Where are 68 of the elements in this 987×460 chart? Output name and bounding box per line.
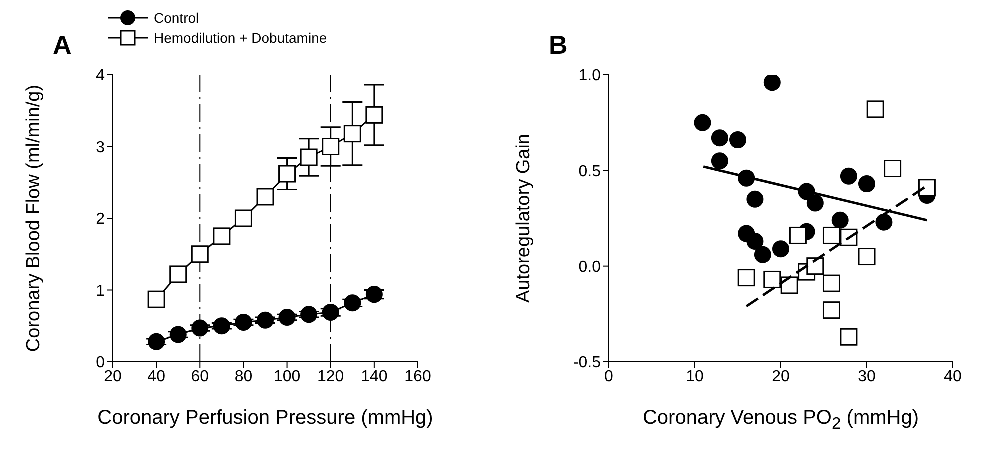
point xyxy=(278,165,296,183)
x-axis-title: Coronary Perfusion Pressure (mmHg) xyxy=(98,407,434,430)
y-tick-label: 0.5 xyxy=(578,163,602,180)
y-tick-label: 1 xyxy=(96,282,106,300)
point xyxy=(730,132,746,149)
x-tick-label: 30 xyxy=(858,368,876,386)
point xyxy=(746,190,764,208)
point xyxy=(344,125,362,143)
point xyxy=(876,214,893,231)
y-tick-label: 0 xyxy=(96,354,106,372)
point xyxy=(780,276,798,294)
point xyxy=(858,248,876,266)
point xyxy=(832,212,849,229)
y-axis-title: Autoregulatory Gain xyxy=(514,134,535,303)
point xyxy=(170,266,188,284)
point xyxy=(322,138,340,156)
point xyxy=(213,228,231,246)
legend-label: Control xyxy=(154,10,200,26)
x-tick-label: 20 xyxy=(772,368,790,386)
point xyxy=(840,328,858,346)
point xyxy=(738,269,756,287)
x-tick-label: 80 xyxy=(234,368,253,386)
x-tick-label: 120 xyxy=(318,368,344,386)
text: B xyxy=(549,30,568,61)
legend-label: Hemodilution + Dobutamine xyxy=(154,30,328,46)
point xyxy=(789,226,807,244)
point xyxy=(918,179,936,197)
point xyxy=(191,246,209,264)
x-tick-label: 40 xyxy=(944,368,962,386)
x-tick-label: 100 xyxy=(274,368,301,386)
x-tick-label: 40 xyxy=(148,368,166,386)
x-tick-label: 160 xyxy=(404,368,432,386)
point xyxy=(764,270,782,288)
x-tick-label: 140 xyxy=(361,368,388,386)
point xyxy=(822,274,840,292)
point xyxy=(772,240,790,258)
point xyxy=(694,114,712,132)
point xyxy=(858,176,876,193)
y-tick-label: -0.5 xyxy=(573,354,602,372)
x-tick-label: 60 xyxy=(191,368,210,386)
point xyxy=(256,188,274,206)
point xyxy=(148,290,166,308)
point xyxy=(764,75,781,92)
x-axis-title: Coronary Venous PO$_{2}$ (mmHg) xyxy=(642,407,920,434)
y-axis-title: Coronary Blood Flow (ml/min/g) xyxy=(24,84,45,352)
point xyxy=(300,148,318,166)
point xyxy=(366,106,384,124)
point xyxy=(822,226,840,244)
point xyxy=(840,168,858,185)
y-tick-label: 1.0 xyxy=(578,68,602,85)
point xyxy=(866,100,884,118)
point xyxy=(234,210,252,228)
point xyxy=(806,194,824,212)
y-tick-label: 3 xyxy=(96,139,106,156)
x-tick-label: 0 xyxy=(604,368,614,386)
point xyxy=(746,232,764,250)
y-tick-label: 4 xyxy=(96,68,106,85)
point xyxy=(822,302,840,320)
text: A xyxy=(53,30,72,61)
y-tick-label: 2 xyxy=(96,211,106,228)
point xyxy=(754,246,772,264)
x-tick-label: 20 xyxy=(104,368,122,386)
point xyxy=(711,130,728,147)
y-tick-label: 0.0 xyxy=(578,259,602,276)
x-tick-label: 10 xyxy=(686,368,704,386)
point xyxy=(711,152,728,170)
point xyxy=(806,258,824,276)
point xyxy=(884,160,902,178)
